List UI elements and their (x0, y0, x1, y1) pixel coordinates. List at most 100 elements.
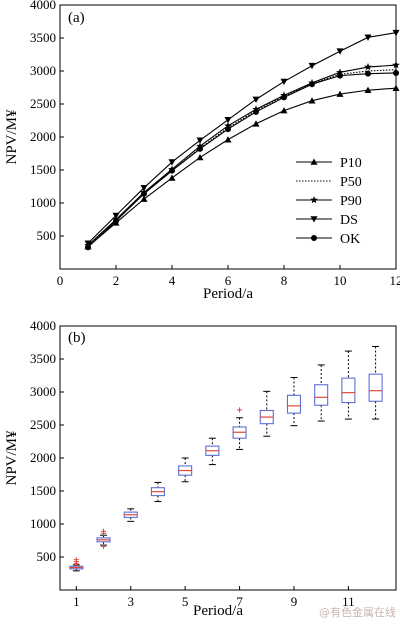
data-point-ds (84, 240, 92, 247)
data-point-p10 (252, 120, 260, 127)
data-point-ok (225, 126, 231, 133)
x-tick-label: 8 (281, 273, 288, 288)
legend-label-p10: P10 (340, 156, 362, 171)
data-point-ds (112, 212, 120, 220)
x-tick-label: 2 (113, 273, 120, 288)
boxplot-period-10 (314, 364, 329, 422)
legend-a: P10 P50 P90 DS OK (296, 156, 362, 247)
data-point-ok (113, 217, 119, 224)
panel-label-b: (b) (68, 330, 86, 346)
y-tick-label: 4000 (30, 318, 56, 333)
legend-label-ds: DS (340, 213, 358, 228)
data-point-p90 (336, 68, 344, 76)
data-point-ok (393, 69, 399, 76)
data-point-ds (224, 117, 232, 124)
x-tick-label: 4 (169, 273, 176, 288)
outlier-marker (73, 557, 79, 563)
data-point-ok (365, 70, 371, 77)
series-ds (84, 29, 400, 247)
data-point-p10 (392, 84, 400, 91)
boxplots-b (69, 345, 383, 572)
data-point-p10 (224, 136, 232, 143)
boxplot-period-2 (96, 528, 111, 549)
legend-label-p50: P50 (340, 175, 362, 190)
x-axis-label-a: Period/a (203, 286, 253, 302)
series-line-ok (87, 72, 397, 248)
y-tick-label: 2000 (30, 129, 56, 144)
data-point-ok (309, 81, 315, 88)
x-tick-label: 5 (182, 594, 189, 609)
box-iqr (286, 394, 302, 414)
data-point-p10 (280, 107, 288, 114)
box-iqr (314, 384, 329, 406)
x-axis-label-b: Period/a (193, 603, 243, 619)
series-p10 (84, 84, 400, 250)
axes-a: 0 2 4 6 8 10 12 500 1000 1500 2000 2500 3000 3500 4000 (30, 0, 400, 288)
boxplot-period-7 (232, 407, 247, 450)
y-tick-label: 3500 (30, 30, 56, 45)
data-point-ds (196, 137, 204, 144)
x-tick-label: 11 (342, 594, 355, 609)
data-point-ok (197, 145, 203, 152)
data-point-ok (169, 167, 175, 174)
data-point-p10 (168, 174, 176, 181)
y-axis-label-b: NPV/M¥ (4, 430, 20, 486)
data-point-p10 (336, 90, 344, 97)
data-point-ok (141, 190, 147, 197)
boxplot-period-4 (150, 481, 165, 503)
series-lines-a (84, 29, 400, 251)
outlier-marker (101, 543, 107, 549)
data-point-ok (281, 94, 287, 101)
x-tick-label: 7 (236, 594, 243, 609)
legend-marker-p10 (310, 158, 318, 165)
y-axis-label-a: NPV/M¥ (4, 109, 20, 165)
data-point-ds (280, 78, 288, 86)
x-tick-label: 12 (390, 273, 400, 288)
y-tick-label: 3000 (30, 63, 56, 78)
data-point-p10 (308, 97, 316, 104)
boxplot-period-3 (123, 508, 138, 522)
watermark: @有色金属在线 (319, 605, 396, 619)
panel-label-a: (a) (68, 10, 85, 26)
legend-marker-ds (310, 216, 318, 223)
x-tick-label: 10 (334, 273, 347, 288)
box-iqr (341, 377, 356, 404)
y-tick-label: 1500 (30, 162, 56, 177)
data-point-ok (85, 244, 91, 251)
outlier-marker (101, 528, 107, 534)
data-point-ok (337, 72, 343, 79)
y-tick-label: 1000 (30, 516, 56, 531)
y-tick-label: 4000 (30, 0, 56, 12)
data-point-p90 (252, 105, 260, 113)
series-line-ds (87, 32, 397, 244)
data-point-ds (140, 185, 148, 192)
legend-label-p90: P90 (340, 194, 362, 209)
data-point-p10 (364, 86, 372, 93)
axes-b: 1 3 5 7 9 11 500 1000 1500 2000 2500 3000 3500 4000 (30, 318, 355, 609)
y-tick-label: 500 (37, 228, 57, 243)
outlier-marker (237, 407, 243, 413)
data-point-p10 (196, 153, 204, 161)
x-tick-label: 0 (57, 273, 64, 288)
data-point-ds (168, 159, 176, 166)
data-point-ds (392, 29, 400, 37)
panel-a: (a) 0 2 4 6 8 10 12 500 1000 1500 2000 2500 3000 3500… (4, 0, 400, 302)
y-tick-label: 3500 (30, 351, 56, 366)
legend-marker-p90 (310, 196, 318, 204)
x-tick-label: 9 (291, 594, 298, 609)
y-tick-label: 3000 (30, 384, 56, 399)
boxplot-period-1 (69, 557, 84, 572)
y-tick-label: 500 (37, 549, 57, 564)
x-tick-label: 1 (73, 594, 80, 609)
boxplot-period-6 (205, 437, 220, 466)
y-tick-label: 2500 (30, 96, 56, 111)
data-point-p90 (224, 121, 232, 130)
boxplot-period-8 (259, 390, 274, 437)
legend-label-ok: OK (340, 232, 360, 247)
data-point-ds (252, 96, 260, 103)
data-point-ds (364, 34, 372, 41)
data-point-p10 (140, 195, 148, 202)
legend-marker-ok (311, 235, 317, 241)
data-point-ds (336, 48, 344, 55)
